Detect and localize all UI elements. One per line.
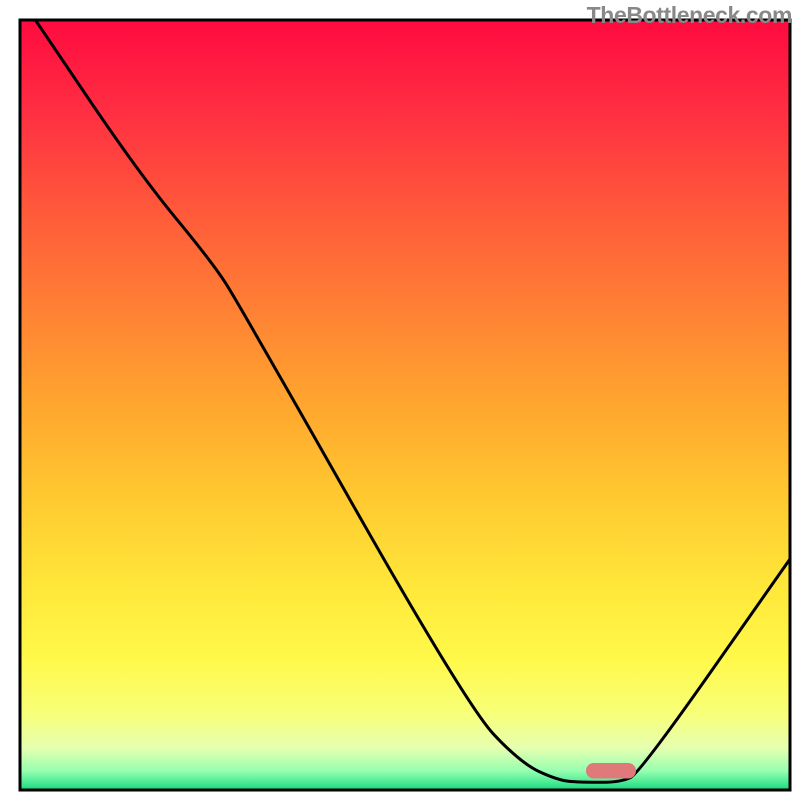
optimal-range-marker: [586, 763, 636, 778]
watermark-text: TheBottleneck.com: [587, 2, 792, 29]
chart-background: [20, 20, 790, 790]
bottleneck-chart: TheBottleneck.com: [0, 0, 800, 800]
chart-svg: [0, 0, 800, 800]
